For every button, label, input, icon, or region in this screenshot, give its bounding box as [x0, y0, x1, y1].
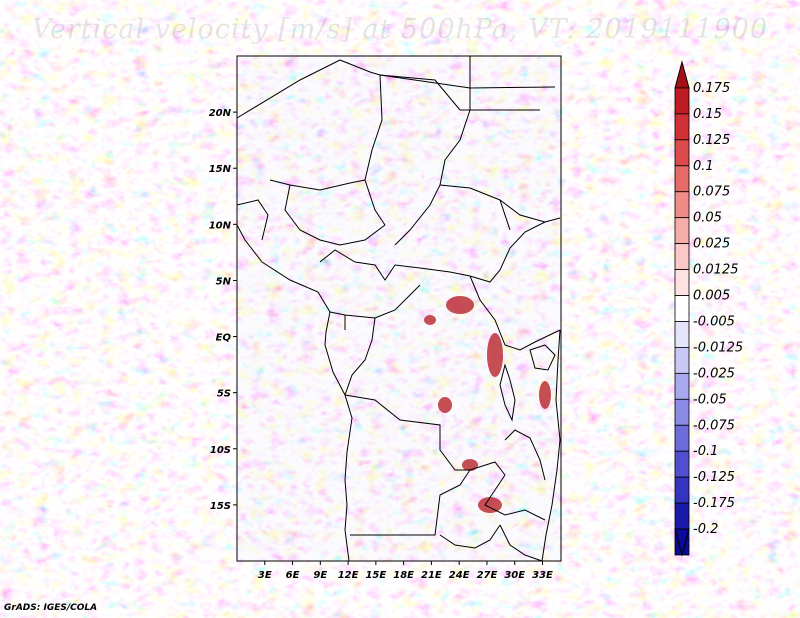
- lon-tick-label: 9E: [313, 570, 327, 581]
- lat-tick-label: 5N: [216, 276, 232, 287]
- lake-shore: [529, 344, 556, 371]
- colorbar-swatch: [674, 502, 690, 530]
- colorbar-label: -0.2: [693, 522, 718, 537]
- border-line: [350, 469, 543, 562]
- colorbar-swatch: [674, 165, 690, 193]
- colorbar-label: -0.05: [693, 392, 727, 407]
- longitude-axis: 3E 6E 9E 12E 15E 18E 21E 24E 27E 30E 33E: [258, 561, 553, 581]
- latitude-axis: 20N 15N 10N 5N EQ 5S 10S 15S: [209, 108, 237, 512]
- border-line: [319, 217, 561, 283]
- colorbar-swatch: [674, 450, 690, 478]
- colorbar-swatch: [674, 113, 690, 141]
- lon-tick-label: 12E: [338, 570, 359, 581]
- updraft-cell: [438, 397, 452, 413]
- colorbar-swatch: [674, 372, 690, 400]
- velocity-field-texture: [237, 56, 561, 561]
- updraft-cell: [487, 333, 503, 377]
- lon-tick-label: 15E: [365, 570, 386, 581]
- colorbar-label: 0.075: [693, 185, 730, 200]
- colorbar-label: 0.005: [693, 289, 730, 304]
- colorbar-label: -0.025: [693, 366, 735, 381]
- colorbar-swatch: [674, 398, 690, 426]
- colorbar-label: 0.025: [693, 237, 730, 252]
- lat-tick-label: 20N: [209, 108, 232, 119]
- colorbar-swatch: [674, 347, 690, 374]
- colorbar-swatch: [674, 191, 690, 219]
- colorbar-label: 0.1: [693, 159, 714, 174]
- lon-tick-label: 33E: [532, 570, 553, 581]
- border-line: [236, 184, 386, 246]
- lat-tick-label: 10N: [209, 220, 232, 231]
- colorbar-upper-arrow: [674, 60, 690, 89]
- colorbar-swatch: [674, 269, 690, 296]
- colorbar-label: 0.125: [693, 133, 730, 148]
- credit-text: GrADS: IGES/COLA: [4, 603, 98, 613]
- border-line: [344, 394, 546, 521]
- updraft-cell: [462, 459, 478, 471]
- updraft-cell: [539, 381, 551, 409]
- colorbar-swatch: [674, 217, 690, 245]
- colorbar-label: 0.15: [693, 107, 722, 122]
- colorbar-swatch: [674, 243, 690, 270]
- colorbar-label: -0.1: [693, 444, 718, 459]
- map-panel: [236, 55, 562, 562]
- colorbar-label: -0.0125: [693, 340, 743, 355]
- updraft-cell: [424, 315, 436, 325]
- colorbar-label: -0.005: [693, 314, 735, 329]
- border-line: [329, 284, 421, 396]
- colorbar-swatch: [674, 424, 690, 452]
- colorbar-label: -0.175: [693, 496, 735, 511]
- lat-tick-label: 15S: [210, 501, 231, 512]
- updraft-cell: [478, 497, 502, 513]
- colorbar-label: -0.075: [693, 418, 735, 433]
- lon-tick-label: 6E: [286, 570, 300, 581]
- colorbar-swatch: [674, 295, 690, 322]
- colorbar-label: 0.175: [693, 81, 730, 96]
- colorbar-swatch: [674, 87, 690, 115]
- lon-tick-label: 27E: [477, 570, 498, 581]
- colorbar-label: -0.125: [693, 470, 735, 485]
- map-title: Vertical velocity [m/s] at 500hPa, VT: 2…: [31, 14, 769, 45]
- colorbar-label: 0.0125: [693, 263, 739, 278]
- updraft-hotspots: [424, 296, 551, 513]
- lat-tick-label: 10S: [210, 445, 231, 456]
- lon-tick-label: 21E: [421, 570, 442, 581]
- country-borders: [236, 56, 561, 562]
- colorbar-swatch: [674, 321, 690, 348]
- lat-tick-label: 5S: [217, 389, 231, 400]
- lat-tick-label: EQ: [216, 333, 232, 344]
- border-line: [379, 56, 556, 111]
- colorbar: 0.175 0.15 0.125 0.1 0.075 0.05 0.025 0.0125 0.0…: [674, 60, 743, 557]
- lon-tick-label: 18E: [393, 570, 414, 581]
- lon-tick-label: 24E: [449, 570, 470, 581]
- border-line: [439, 184, 561, 351]
- colorbar-swatch: [674, 139, 690, 167]
- colorbar-label: 0.05: [693, 211, 722, 226]
- coastline: [236, 224, 353, 562]
- updraft-cell: [446, 296, 474, 314]
- map-frame: [236, 55, 562, 562]
- lat-tick-label: 15N: [209, 164, 232, 175]
- colorbar-swatch: [674, 476, 690, 504]
- east-coastline: [541, 329, 561, 562]
- colorbar-lower-arrow: [674, 528, 690, 557]
- lon-tick-label: 3E: [258, 570, 272, 581]
- lake-shore: [499, 363, 516, 422]
- lon-tick-label: 30E: [504, 570, 525, 581]
